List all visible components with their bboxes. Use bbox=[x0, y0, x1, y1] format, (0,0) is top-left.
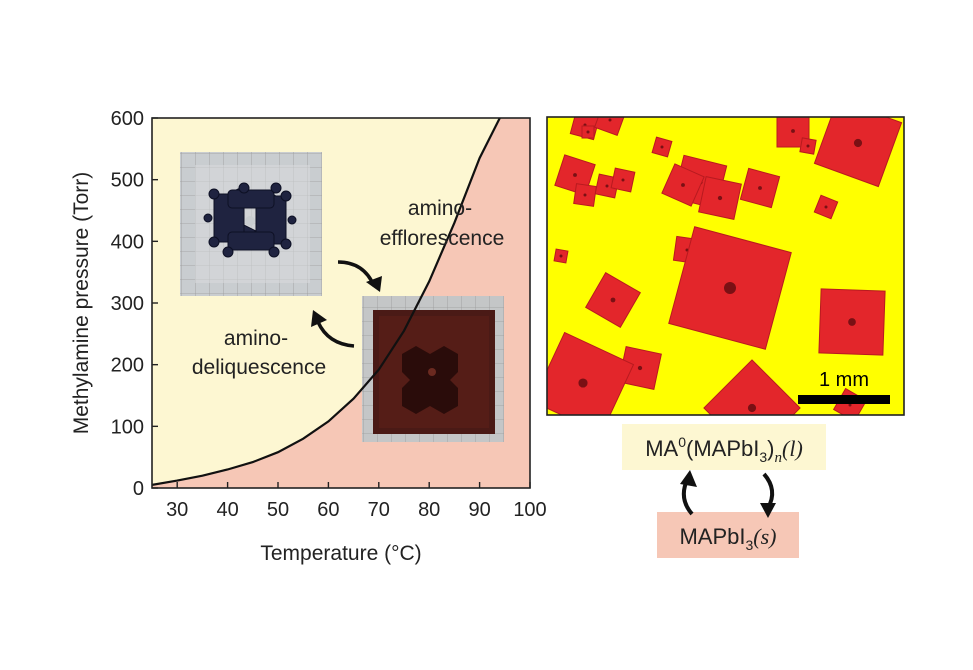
annotation-efflorescence-1: amino- bbox=[408, 197, 472, 220]
x-tick-label: 50 bbox=[267, 499, 289, 521]
x-axis-label: Temperature (°C) bbox=[260, 542, 421, 565]
solid-phase-box bbox=[657, 512, 799, 558]
crystal-nucleus bbox=[848, 318, 856, 326]
y-axis-label: Methylamine pressure (Torr) bbox=[70, 172, 93, 435]
y-tick-label: 200 bbox=[111, 355, 144, 377]
phase-boundary-curve bbox=[152, 118, 501, 486]
crystal-structure-icon bbox=[203, 182, 297, 258]
x-axis-ticks: 30 40 50 60 70 80 90 100 bbox=[166, 482, 547, 521]
scale-bar bbox=[798, 395, 890, 404]
optical-micrograph: 1 mm bbox=[546, 116, 905, 416]
crystal-nucleus bbox=[578, 378, 588, 388]
reaction-scheme: MA0(MAPbI3)n(l) MAPbI3(s) bbox=[622, 424, 826, 558]
crystal-nucleus bbox=[724, 282, 736, 294]
crystal-nucleus bbox=[621, 178, 625, 182]
efflorescence-arrow bbox=[337, 260, 382, 292]
inset-photo-solid bbox=[180, 152, 322, 296]
y-tick-label: 0 bbox=[133, 478, 144, 500]
crystal-nucleus bbox=[848, 403, 852, 407]
liquid-phase-box bbox=[622, 424, 826, 470]
crystal-nucleus bbox=[608, 118, 612, 122]
crystal-nucleus bbox=[747, 403, 757, 413]
crystal-nucleus bbox=[758, 186, 762, 190]
y-axis-ticks: 0 100 200 300 400 500 600 bbox=[111, 108, 158, 500]
scheme-down-arrow bbox=[760, 472, 776, 518]
y-tick-label: 300 bbox=[111, 293, 144, 315]
crystal-nucleus bbox=[605, 184, 609, 188]
crystal-nucleus bbox=[791, 129, 795, 133]
y-tick-label: 100 bbox=[111, 416, 144, 438]
solid-phase-formula: MAPbI3(s) bbox=[679, 524, 776, 553]
liquid-phase-formula: MA0(MAPbI3)n(l) bbox=[645, 434, 803, 466]
crystal-nucleus bbox=[586, 130, 590, 134]
scale-bar-label: 1 mm bbox=[819, 369, 869, 391]
deliquescence-arrow bbox=[311, 310, 355, 348]
crystal-nucleus bbox=[637, 365, 643, 371]
crystal-nucleus bbox=[583, 193, 587, 197]
inset-photo-liquid bbox=[362, 296, 504, 442]
crystal-nucleus bbox=[681, 183, 685, 187]
x-tick-label: 80 bbox=[418, 499, 440, 521]
y-tick-label: 500 bbox=[111, 170, 144, 192]
crystal-nucleus bbox=[573, 173, 577, 177]
crystal-nucleus bbox=[806, 144, 810, 148]
annotation-efflorescence-2: efflorescence bbox=[380, 227, 505, 250]
crystal-nucleus bbox=[610, 297, 616, 303]
crystal-nucleus bbox=[853, 138, 863, 148]
x-tick-label: 90 bbox=[468, 499, 490, 521]
phase-diagram: amino- efflorescence amino- deliquescenc… bbox=[70, 108, 547, 565]
crystal-nucleus bbox=[660, 145, 664, 149]
scheme-up-arrow bbox=[680, 470, 697, 516]
crystal-nucleus bbox=[717, 195, 723, 201]
annotation-deliquescence-1: amino- bbox=[224, 327, 288, 350]
crystal-nucleus bbox=[824, 205, 828, 209]
y-tick-label: 400 bbox=[111, 231, 144, 253]
annotation-deliquescence-2: deliquescence bbox=[192, 356, 326, 379]
micrograph-frame bbox=[546, 116, 905, 416]
crystal-nucleus bbox=[559, 254, 563, 258]
y-tick-label: 600 bbox=[111, 108, 144, 130]
x-tick-label: 40 bbox=[216, 499, 238, 521]
x-tick-label: 100 bbox=[513, 499, 546, 521]
x-tick-label: 30 bbox=[166, 499, 188, 521]
x-tick-label: 60 bbox=[317, 499, 339, 521]
x-tick-label: 70 bbox=[368, 499, 390, 521]
